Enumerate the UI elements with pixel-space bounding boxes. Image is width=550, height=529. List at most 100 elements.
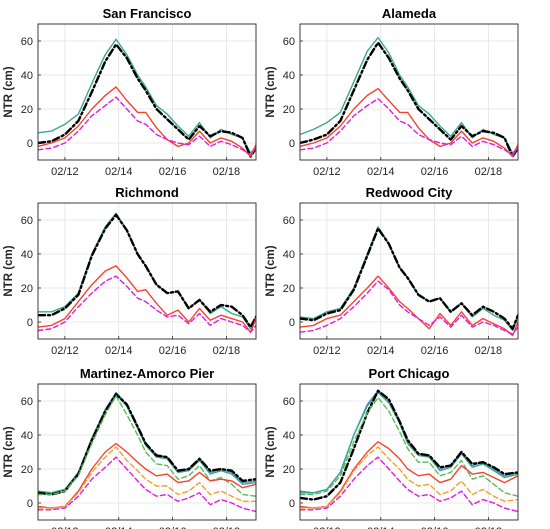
series-line	[38, 442, 256, 509]
y-tick-label: 20	[21, 283, 33, 295]
y-tick-label: 40	[21, 70, 33, 82]
y-tick-label: 0	[27, 498, 33, 510]
y-tick-label: 20	[21, 104, 33, 116]
series-line	[300, 98, 518, 156]
y-tick-label: 0	[289, 317, 295, 329]
series-line	[300, 391, 518, 494]
x-tick-label: 02/12	[51, 166, 79, 178]
x-tick-label: 02/16	[421, 526, 449, 529]
chart-panel: 02/12 02/14 02/16 02/18 0 20 40 60 Richmond NTR (…	[3, 185, 257, 357]
series-line	[300, 441, 518, 509]
x-tick-label: 02/14	[105, 166, 133, 178]
x-tick-label: 02/14	[105, 526, 133, 529]
axes-frame	[37, 202, 257, 340]
y-tick-label: 0	[27, 138, 33, 150]
panel-title: San Francisco	[103, 6, 192, 21]
series-line	[38, 395, 256, 497]
y-axis-label: NTR (cm)	[265, 66, 277, 117]
y-tick-label: 60	[283, 36, 295, 48]
y-tick-label: 20	[283, 464, 295, 476]
y-tick-label: 60	[21, 396, 33, 408]
series-line	[38, 213, 256, 329]
x-tick-label: 02/18	[475, 526, 503, 529]
y-tick-label: 60	[283, 396, 295, 408]
y-tick-label: 20	[21, 464, 33, 476]
series-line	[38, 38, 256, 154]
series-line	[38, 86, 256, 158]
axes-frame	[37, 383, 257, 521]
y-tick-label: 40	[283, 430, 295, 442]
x-tick-label: 02/18	[213, 345, 241, 357]
chart-panel: 02/12 02/14 02/16 02/18 0 20 40 60 Martinez-Amor…	[3, 366, 257, 529]
y-tick-label: 0	[27, 317, 33, 329]
chart-panel: 02/12 02/14 02/16 02/18 0 20 40 60 Redwood City N…	[265, 185, 519, 357]
x-tick-label: 02/14	[105, 345, 133, 357]
series-group	[38, 391, 256, 513]
y-tick-label: 60	[283, 215, 295, 227]
x-tick-label: 02/14	[367, 345, 395, 357]
x-tick-label: 02/12	[51, 345, 79, 357]
x-tick-label: 02/12	[313, 526, 341, 529]
chart-panel: 02/12 02/14 02/16 02/18 0 20 40 60 Alameda NTR (c…	[265, 6, 519, 178]
x-tick-label: 02/18	[475, 166, 503, 178]
series-group	[300, 36, 518, 158]
panel-title: Martinez-Amorco Pier	[80, 366, 214, 381]
series-line	[300, 41, 518, 158]
y-tick-label: 20	[283, 104, 295, 116]
panel-title: Alameda	[382, 6, 437, 21]
series-line	[300, 396, 518, 497]
y-tick-label: 0	[289, 138, 295, 150]
y-tick-label: 60	[21, 215, 33, 227]
x-tick-label: 02/12	[51, 526, 79, 529]
y-axis-label: NTR (cm)	[265, 245, 277, 296]
x-tick-label: 02/14	[367, 166, 395, 178]
series-line	[300, 456, 518, 513]
series-line	[38, 43, 256, 158]
series-line	[300, 36, 518, 154]
x-tick-label: 02/18	[213, 526, 241, 529]
y-axis-label: NTR (cm)	[3, 426, 15, 477]
x-tick-label: 02/14	[367, 526, 395, 529]
series-line	[38, 456, 256, 513]
y-axis-label: NTR (cm)	[3, 66, 15, 117]
series-group	[38, 212, 256, 333]
panel-title: Redwood City	[366, 185, 453, 200]
y-axis-label: NTR (cm)	[265, 426, 277, 477]
y-tick-label: 40	[21, 249, 33, 261]
y-tick-label: 60	[21, 36, 33, 48]
panel-title: Port Chicago	[369, 366, 450, 381]
x-tick-label: 02/16	[159, 345, 187, 357]
y-tick-label: 40	[21, 430, 33, 442]
series-line	[300, 87, 518, 158]
series-line	[38, 275, 256, 333]
y-axis-label: NTR (cm)	[3, 245, 15, 296]
series-line	[300, 275, 518, 337]
axes-frame	[37, 23, 257, 161]
chart-panel: 02/12 02/14 02/16 02/18 0 20 40 60 Port Chicago N…	[265, 366, 519, 529]
y-tick-label: 40	[283, 70, 295, 82]
series-line	[38, 391, 256, 494]
x-tick-label: 02/16	[159, 526, 187, 529]
axes-frame	[299, 23, 519, 161]
x-tick-label: 02/12	[313, 166, 341, 178]
axes-frame	[299, 383, 519, 521]
x-tick-label: 02/18	[475, 345, 503, 357]
y-tick-label: 20	[283, 283, 295, 295]
chart-panel: 02/12 02/14 02/16 02/18 0 20 40 60 San Francisco…	[3, 6, 257, 178]
series-line	[38, 96, 256, 156]
x-tick-label: 02/12	[313, 345, 341, 357]
series-line	[300, 446, 518, 509]
x-tick-label: 02/16	[421, 166, 449, 178]
x-tick-label: 02/16	[421, 345, 449, 357]
panel-title: Richmond	[115, 185, 179, 200]
y-tick-label: 0	[289, 498, 295, 510]
series-group	[300, 226, 518, 337]
series-line	[300, 389, 518, 501]
series-line	[38, 446, 256, 509]
series-line	[38, 265, 256, 333]
series-group	[300, 389, 518, 513]
series-group	[38, 38, 256, 158]
series-line	[300, 227, 518, 330]
series-line	[38, 393, 256, 496]
